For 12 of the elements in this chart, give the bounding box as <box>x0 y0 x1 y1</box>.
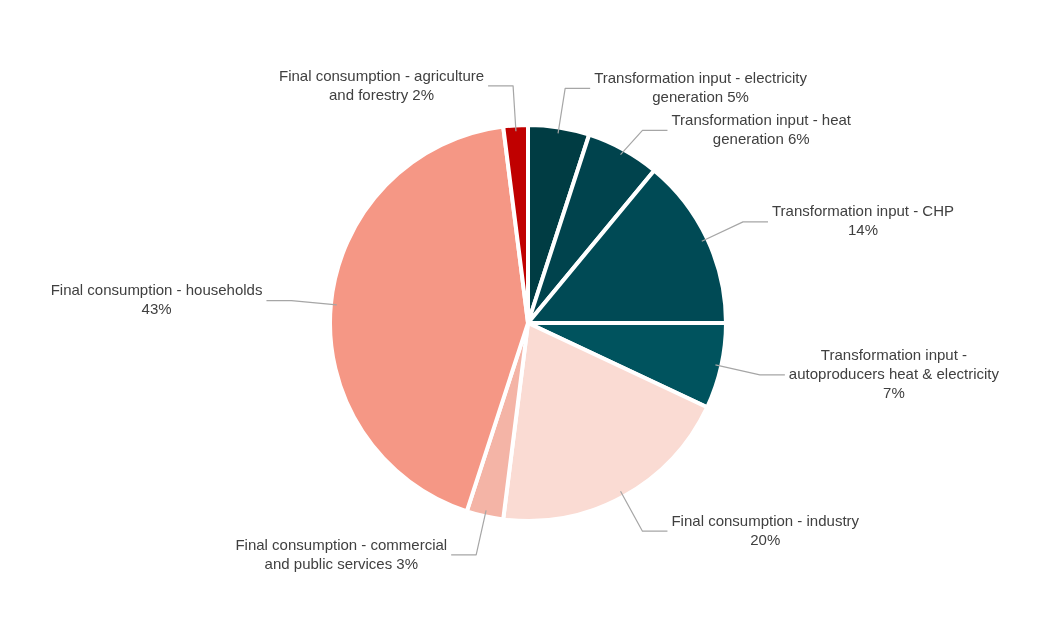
data-label: 43% <box>141 300 172 318</box>
slice-label: Transformation input - autoproducers heat & electricity <box>788 345 1000 382</box>
data-label: 7% <box>883 383 905 401</box>
slice-label: Transformation input - electricity generation 5% <box>594 68 808 105</box>
slice-label: Final consumption - agriculture and forestry 2% <box>278 66 485 103</box>
data-label: 14% <box>847 221 879 239</box>
data-label: 20% <box>750 530 781 548</box>
slice-label: Final consumption - households <box>50 281 263 299</box>
slice-label: Transformation input - heat generation 6% <box>671 110 852 147</box>
slice-label: Final consumption - industry <box>671 511 860 529</box>
slice-label: Transformation input - CHP <box>771 202 954 220</box>
slice-label: Final consumption - commercial and public services 3% <box>235 535 448 572</box>
